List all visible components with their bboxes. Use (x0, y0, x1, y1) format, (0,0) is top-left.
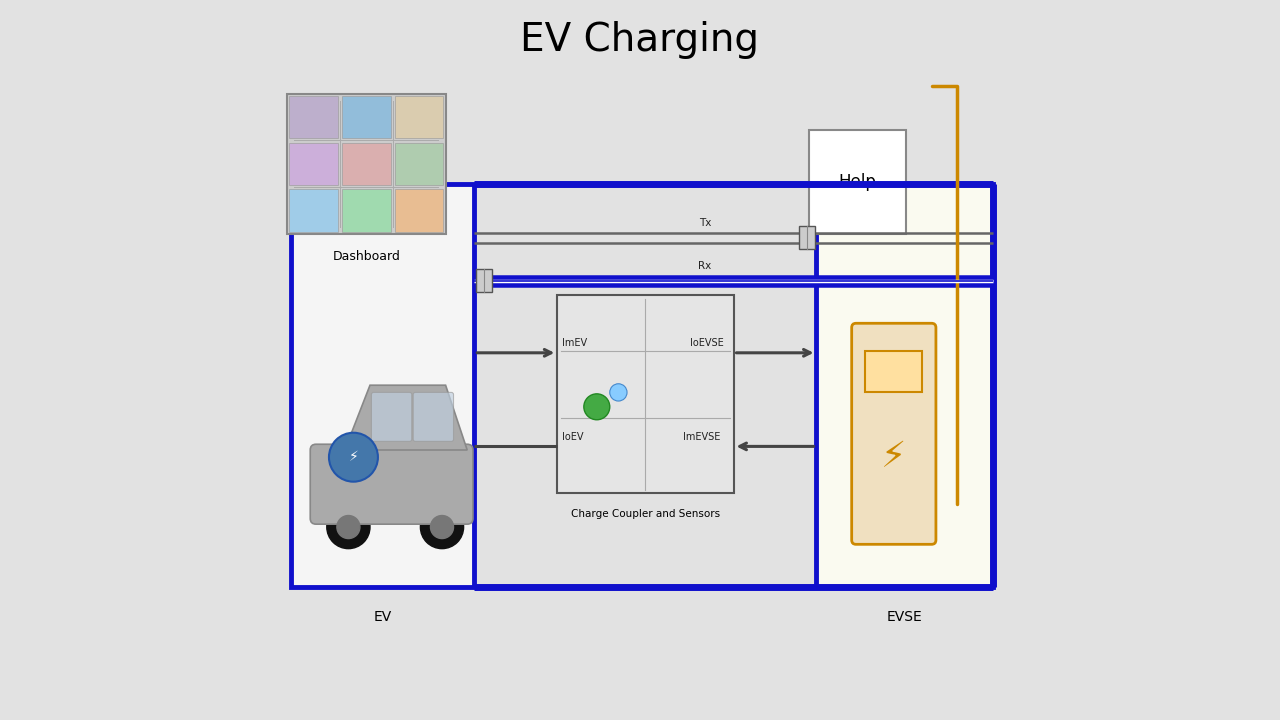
Circle shape (609, 384, 627, 401)
FancyBboxPatch shape (342, 143, 390, 185)
Text: ⚡: ⚡ (881, 440, 906, 474)
FancyBboxPatch shape (371, 392, 412, 441)
FancyBboxPatch shape (817, 184, 993, 587)
FancyBboxPatch shape (396, 143, 443, 185)
Circle shape (326, 505, 370, 549)
Circle shape (584, 394, 609, 420)
FancyBboxPatch shape (287, 94, 445, 234)
Circle shape (420, 505, 463, 549)
FancyBboxPatch shape (291, 184, 475, 587)
FancyBboxPatch shape (557, 295, 733, 493)
FancyBboxPatch shape (476, 269, 492, 292)
Text: EV Charging: EV Charging (521, 21, 759, 58)
FancyBboxPatch shape (799, 226, 815, 249)
FancyBboxPatch shape (865, 351, 922, 392)
FancyBboxPatch shape (310, 444, 474, 524)
FancyBboxPatch shape (413, 392, 453, 441)
Text: Rx: Rx (698, 261, 712, 271)
Text: ImEV: ImEV (562, 338, 588, 348)
Text: Dashboard: Dashboard (333, 250, 401, 263)
Text: ⚡: ⚡ (348, 450, 358, 464)
Circle shape (430, 516, 453, 539)
FancyBboxPatch shape (809, 130, 906, 234)
Text: Charge Coupler and Sensors: Charge Coupler and Sensors (571, 509, 719, 519)
Text: Help: Help (838, 173, 877, 191)
FancyBboxPatch shape (342, 96, 390, 138)
Polygon shape (344, 385, 467, 450)
FancyBboxPatch shape (396, 96, 443, 138)
FancyBboxPatch shape (396, 189, 443, 232)
Text: ImEVSE: ImEVSE (684, 432, 721, 442)
Text: EVSE: EVSE (887, 610, 923, 624)
Circle shape (329, 433, 378, 482)
Text: IoEV: IoEV (562, 432, 584, 442)
FancyBboxPatch shape (289, 96, 338, 138)
Circle shape (337, 516, 360, 539)
FancyBboxPatch shape (342, 189, 390, 232)
Text: IoEVSE: IoEVSE (690, 338, 724, 348)
Text: EV: EV (374, 610, 392, 624)
FancyBboxPatch shape (289, 189, 338, 232)
FancyBboxPatch shape (289, 143, 338, 185)
FancyBboxPatch shape (851, 323, 936, 544)
Text: Tx: Tx (699, 218, 710, 228)
